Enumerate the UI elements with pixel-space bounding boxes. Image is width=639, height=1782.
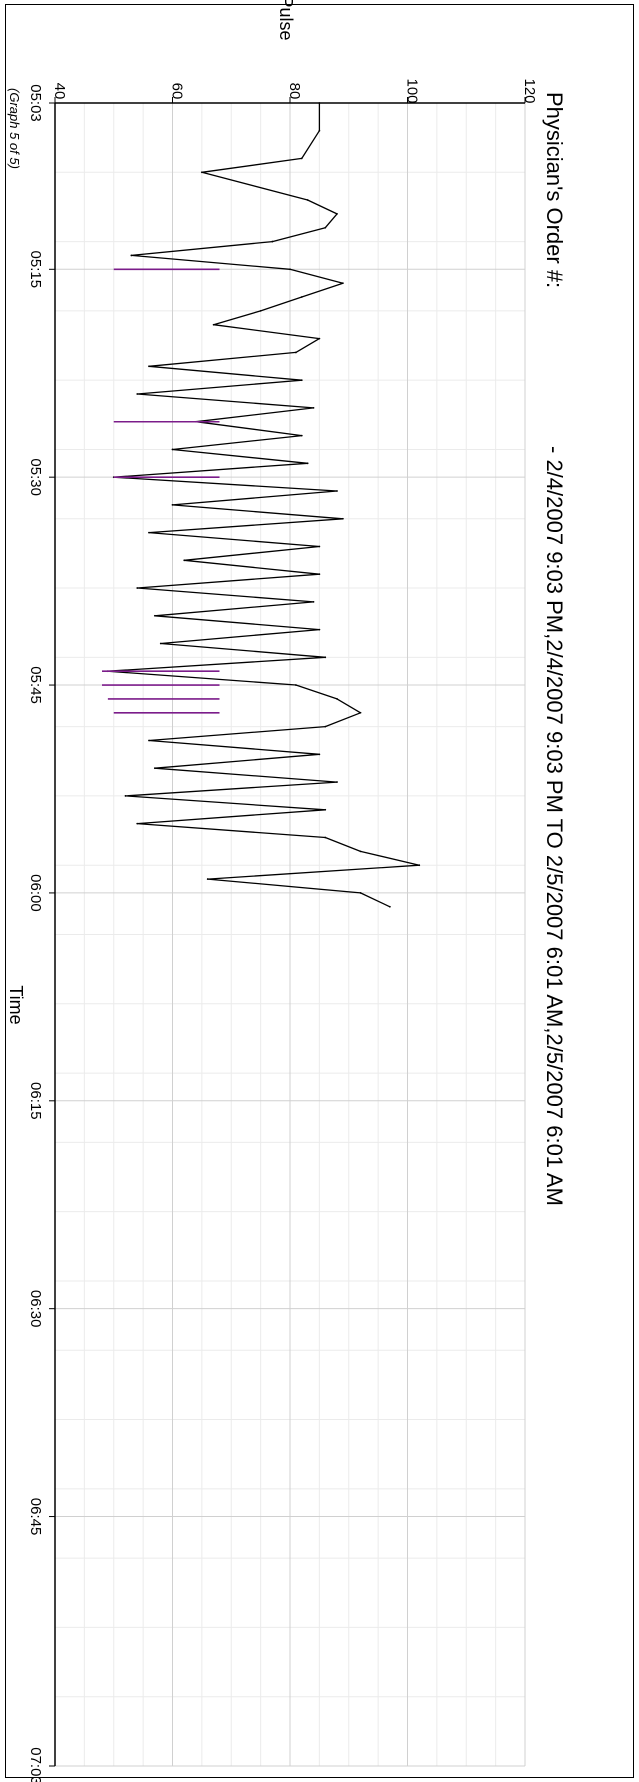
x-tick-label: 06:00	[27, 874, 44, 912]
pulse-data-point	[294, 684, 297, 686]
pulse-series-line	[107, 103, 420, 908]
y-tick-label: 40	[51, 83, 68, 100]
pulse-data-point	[294, 351, 297, 354]
axes	[49, 97, 526, 1767]
pulse-data-point	[324, 808, 327, 811]
pulse-data-point	[136, 587, 139, 589]
pulse-data-point	[300, 296, 303, 298]
pulse-data-point	[200, 171, 203, 174]
pulse-data-point	[341, 282, 344, 285]
pulse-data-point	[136, 822, 139, 825]
series-layer	[102, 102, 421, 908]
pulse-data-point	[324, 725, 327, 728]
tick-labels: 05:03 05:15 05:30 05:45 06:00 06:15 06:30 06:45…	[27, 78, 538, 1782]
pulse-data-point	[306, 462, 309, 465]
pulse-data-point	[359, 850, 362, 853]
pulse-data-point	[289, 268, 291, 271]
pulse-data-point	[259, 309, 262, 312]
pulse-data-point	[324, 226, 327, 229]
chart-frame	[5, 4, 634, 1778]
pulse-data-point	[336, 781, 338, 783]
pulse-data-point	[336, 490, 338, 492]
pulse-data-point	[318, 337, 321, 340]
pulse-data-point	[318, 573, 321, 576]
grid-lines	[54, 102, 526, 1767]
y-tick-label: 80	[286, 83, 303, 100]
pulse-data-point	[271, 240, 274, 243]
pulse-data-point	[336, 698, 338, 700]
pulse-data-point	[318, 753, 321, 756]
pulse-data-point	[206, 878, 209, 880]
pulse-data-point	[388, 905, 391, 908]
pulse-data-point	[130, 254, 133, 257]
pulse-data-point	[136, 393, 139, 395]
y-axis-title: Pulse	[276, 0, 296, 41]
pulse-data-point	[306, 199, 309, 201]
chart-subtitle: - 2/4/2007 9:03 PM,2/4/2007 9:03 PM TO 2…	[542, 446, 567, 1206]
y-tick-label: 60	[169, 83, 186, 100]
pulse-data-point	[153, 614, 156, 617]
pulse-data-point	[124, 795, 127, 797]
chart-texts: Pulse Time (Graph 5 of 5) Physician's Or…	[6, 0, 567, 1206]
pulse-data-point	[318, 102, 321, 104]
pulse-data-point	[212, 323, 215, 326]
y-tick-label: 100	[404, 78, 421, 103]
x-tick-label: 05:45	[27, 666, 44, 704]
pulse-data-point	[318, 628, 321, 631]
x-tick-label: 05:03	[27, 84, 44, 122]
x-tick-label: 05:30	[27, 458, 44, 496]
pulse-data-point	[148, 531, 150, 534]
pulse-data-point	[318, 129, 321, 132]
y-tick-label: 120	[521, 78, 538, 103]
pulse-data-point	[148, 365, 150, 368]
pulse-data-point	[312, 406, 315, 409]
pulse-data-point	[359, 711, 362, 714]
pulse-data-point	[359, 892, 362, 894]
pulse-data-point	[300, 379, 303, 382]
x-tick-label: 06:15	[27, 1082, 44, 1120]
x-tick-label: 07:03	[27, 1747, 44, 1782]
pulse-data-point	[324, 836, 327, 839]
pulse-data-point	[153, 767, 156, 770]
pulse-data-point	[341, 517, 344, 520]
pulse-data-point	[312, 601, 315, 603]
pulse-data-point	[324, 656, 327, 659]
pulse-data-point	[336, 212, 338, 215]
x-tick-label: 06:45	[27, 1498, 44, 1536]
pulse-data-point	[148, 739, 150, 742]
pulse-data-point	[171, 503, 174, 506]
pulse-data-point	[171, 448, 174, 451]
x-axis-title: Time	[6, 985, 26, 1024]
pulse-data-point	[159, 642, 162, 645]
pulse-data-point	[183, 559, 186, 562]
x-tick-label: 06:30	[27, 1290, 44, 1328]
x-tick-label: 05:15	[27, 251, 44, 289]
graph-caption: (Graph 5 of 5)	[7, 88, 22, 169]
pulse-data-point	[300, 157, 303, 160]
chart-title: Physician's Order #:	[542, 92, 567, 288]
pulse-data-point	[300, 434, 303, 437]
pulse-data-point	[418, 864, 421, 867]
pulse-data-point	[318, 545, 321, 548]
